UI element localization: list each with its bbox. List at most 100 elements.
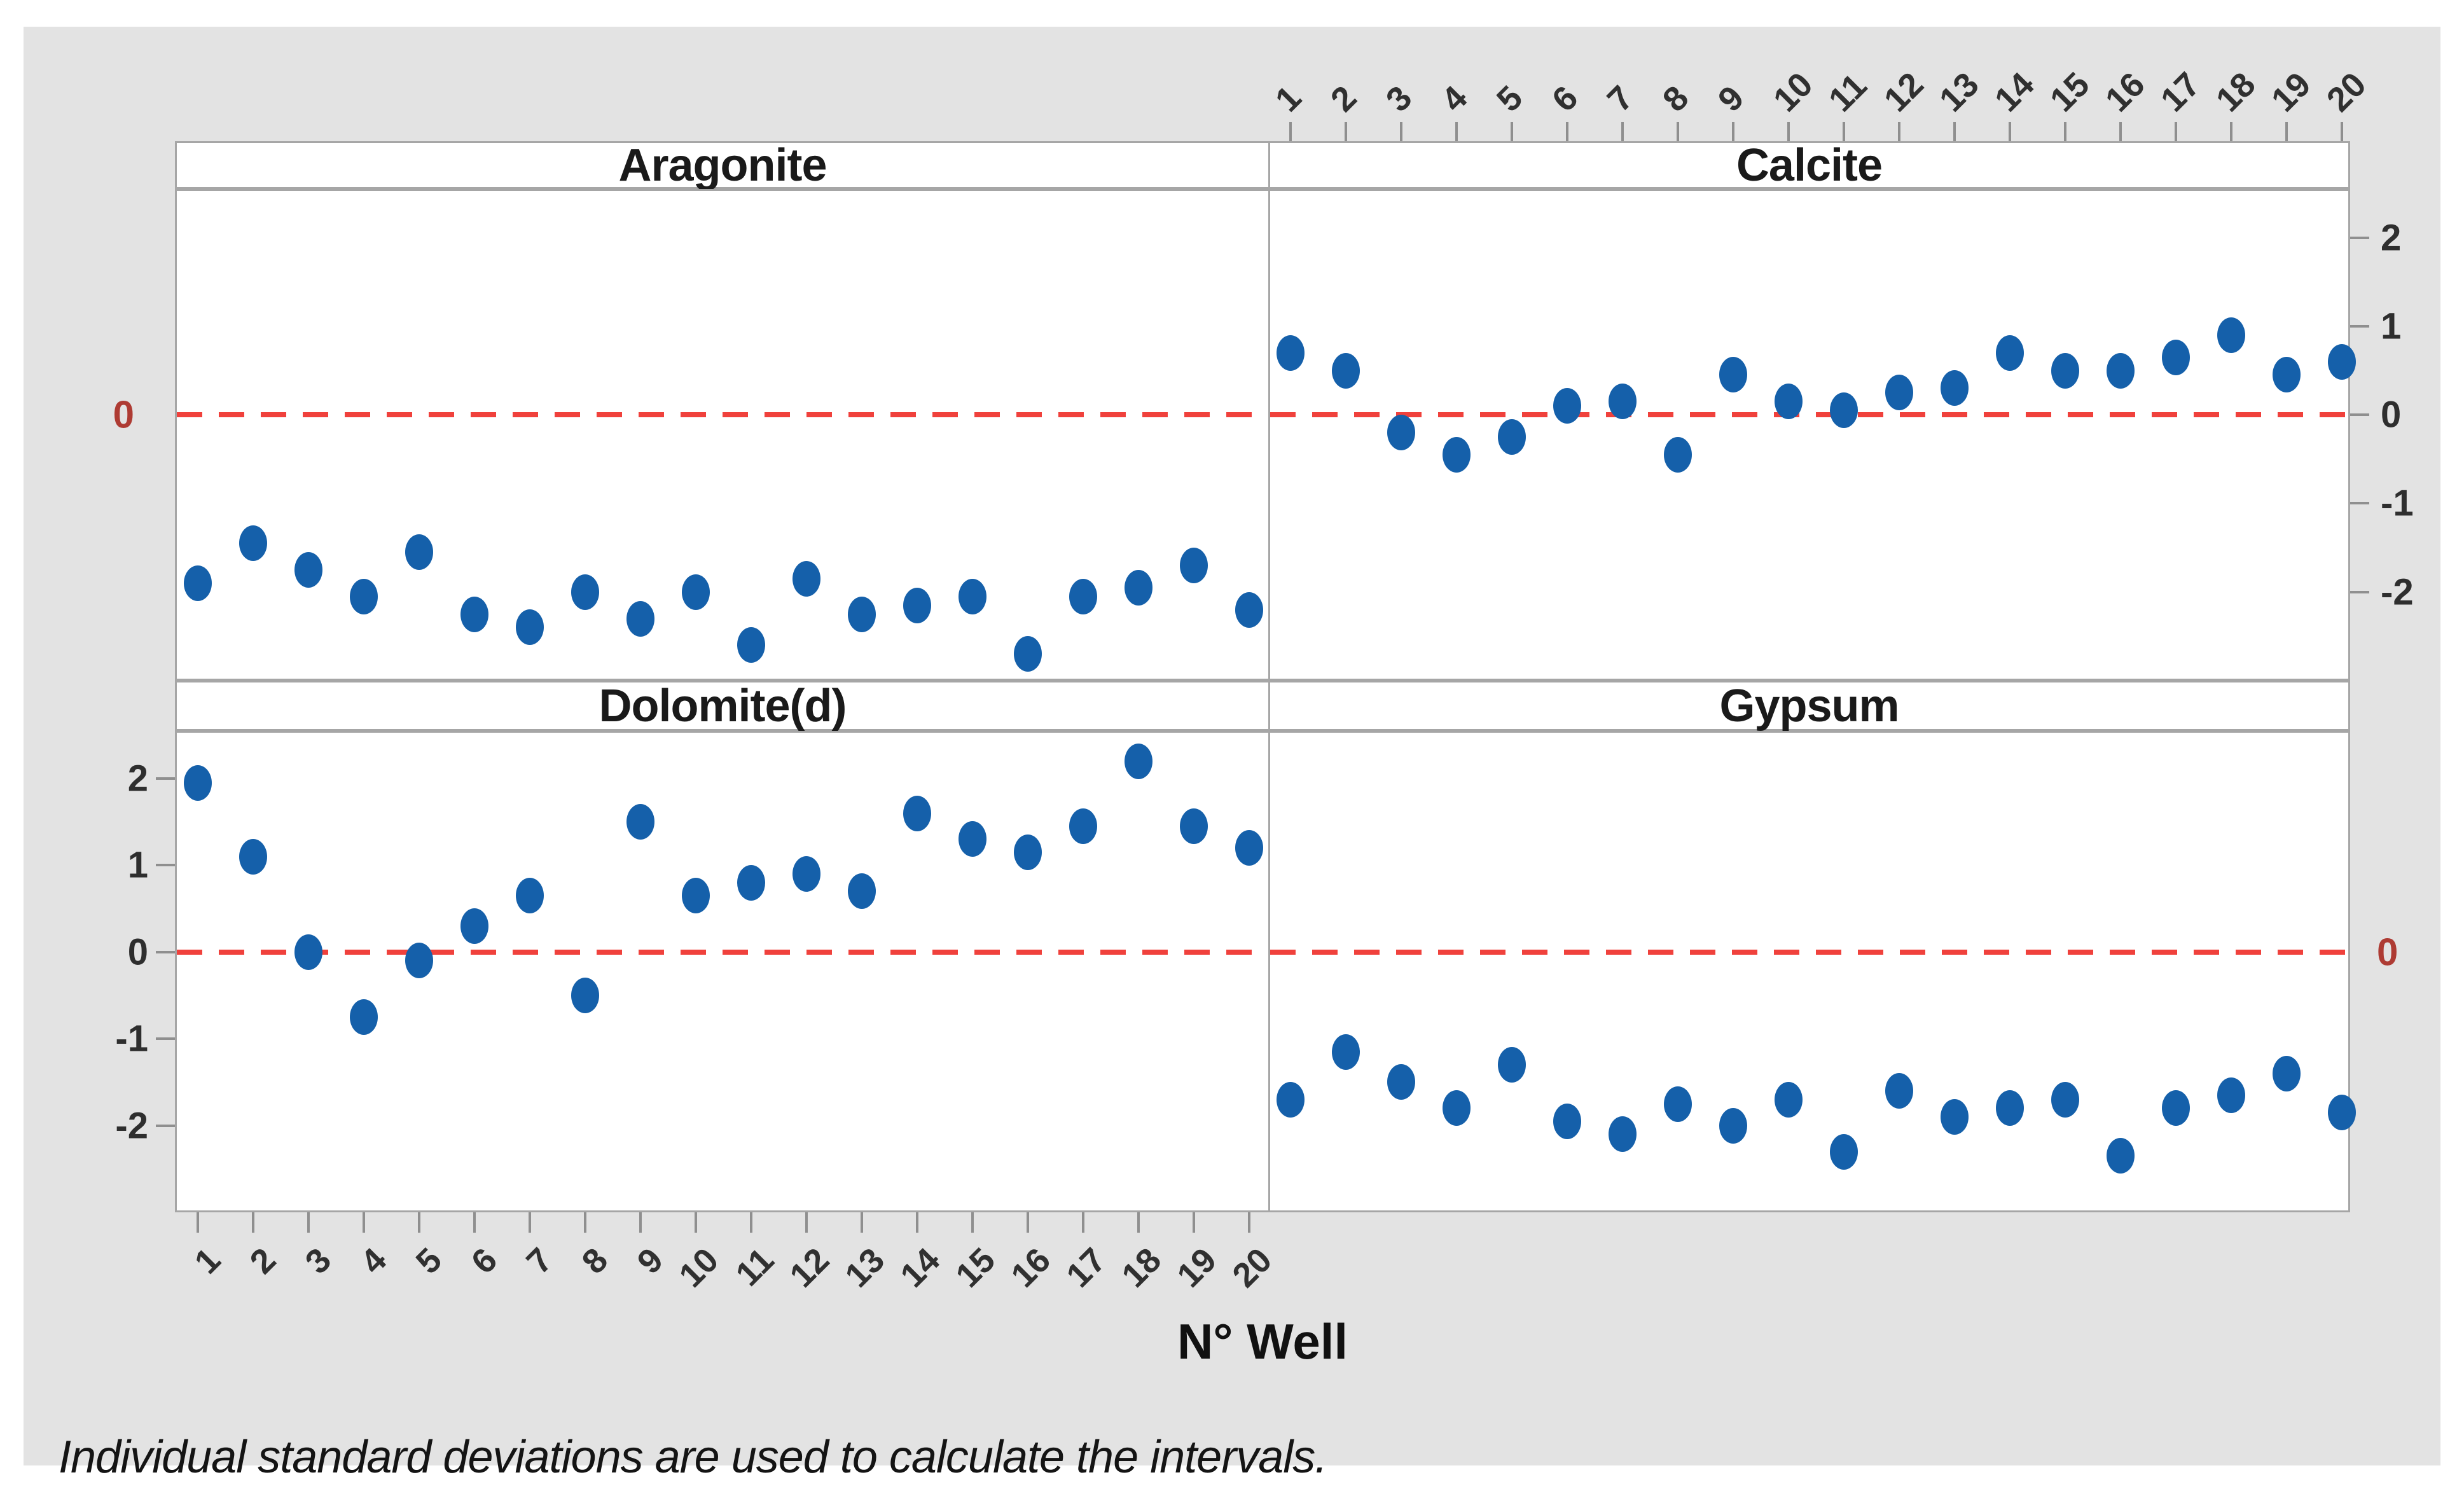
y-axis-right-tick	[2350, 502, 2369, 505]
data-point	[1609, 384, 1637, 420]
data-point	[792, 560, 820, 597]
data-point	[2107, 1138, 2135, 1174]
x-axis-bottom-tick	[1137, 1212, 1140, 1233]
data-point	[460, 908, 488, 944]
data-point	[1014, 834, 1042, 870]
x-axis-bottom-tick	[473, 1212, 476, 1233]
data-point	[959, 821, 986, 857]
reference-line	[177, 412, 1268, 418]
y-axis-right-tick-label: -1	[2381, 482, 2414, 525]
data-point	[1719, 357, 1747, 393]
data-point	[1235, 830, 1263, 866]
data-point	[2328, 1095, 2356, 1131]
y-axis-right-tick-label: 2	[2381, 216, 2401, 259]
x-axis-bottom-tick	[418, 1212, 420, 1233]
x-axis-bottom-tick-label-text: 5	[408, 1240, 450, 1282]
data-point	[959, 578, 986, 614]
x-axis-top-tick-label-text: 5	[1489, 78, 1530, 120]
x-axis-top-tick-label-text: 9	[1710, 78, 1752, 120]
x-axis-top-tick	[2064, 122, 2066, 141]
data-point	[1609, 1116, 1637, 1153]
x-axis-top-tick-label-text: 2	[1323, 78, 1364, 120]
data-point	[626, 804, 654, 840]
x-axis-bottom-tick-label-text: 10	[672, 1240, 726, 1295]
x-axis-top-tick-label-text: 10	[1766, 65, 1820, 120]
data-point	[1332, 352, 1360, 389]
data-point	[1498, 419, 1526, 455]
y-axis-right-tick	[2350, 413, 2369, 417]
panel-plot-calcite	[1268, 189, 2350, 681]
data-point	[1996, 335, 2024, 371]
x-axis-bottom-tick-label-text: 4	[353, 1240, 394, 1282]
x-axis-top-tick	[2175, 122, 2177, 141]
x-axis-bottom-tick-label-text: 6	[464, 1240, 505, 1282]
x-axis-top-tick-label-text: 12	[1876, 65, 1931, 120]
x-axis-top-tick	[2285, 122, 2288, 141]
x-axis-top-tick-label-text: 18	[2208, 65, 2263, 120]
x-axis-bottom-tick	[695, 1212, 697, 1233]
data-point	[903, 587, 931, 623]
x-axis-bottom-tick	[584, 1212, 586, 1233]
x-axis-top-tick-label-text: 8	[1655, 78, 1696, 120]
y-axis-right-tick-label-text: -1	[2381, 482, 2414, 524]
data-point	[571, 574, 599, 610]
y-axis-right-tick-label-text: 0	[2381, 394, 2402, 436]
data-point	[1332, 1034, 1360, 1070]
panel-title-aragonite: Aragonite	[618, 139, 827, 191]
data-point	[2162, 1090, 2190, 1126]
reference-line-label-right: 0	[2377, 931, 2398, 974]
x-axis-bottom-tick-label-text: 20	[1225, 1240, 1280, 1295]
data-point	[1775, 384, 1803, 420]
y-axis-left-tick	[156, 1124, 175, 1127]
data-point	[2217, 317, 2245, 353]
data-point	[239, 525, 267, 562]
data-point	[239, 838, 267, 875]
data-point	[1830, 392, 1858, 429]
data-point	[184, 565, 212, 601]
reference-line-label-left: 0	[113, 393, 134, 436]
y-axis-right-tick-label-text: 2	[2381, 217, 2402, 259]
x-axis-top-tick	[1953, 122, 1956, 141]
data-point	[737, 627, 765, 663]
panel-title-gypsum: Gypsum	[1719, 680, 1899, 731]
x-axis-top-tick	[1843, 122, 1845, 141]
data-point	[1830, 1133, 1858, 1170]
x-axis-bottom-tick-label-text: 3	[298, 1240, 339, 1282]
x-axis-top-tick	[1511, 122, 1513, 141]
data-point	[1277, 1081, 1305, 1118]
data-point	[1553, 1103, 1581, 1139]
data-point	[516, 878, 544, 914]
reference-line	[1270, 412, 2348, 418]
y-axis-right-tick	[2350, 324, 2369, 328]
data-point	[1069, 808, 1097, 845]
x-axis-bottom-tick	[363, 1212, 365, 1233]
data-point	[2328, 343, 2356, 380]
y-axis-right-tick-label: 0	[2381, 394, 2401, 436]
data-point	[1277, 335, 1305, 371]
data-point	[405, 534, 433, 571]
x-axis-top-tick	[2341, 122, 2343, 141]
data-point	[1553, 388, 1581, 424]
y-axis-left-tick	[156, 864, 175, 867]
data-point	[1885, 375, 1913, 411]
panel-strip-aragonite: Aragonite	[175, 139, 1270, 191]
x-axis-top-tick-label-text: 6	[1544, 78, 1586, 120]
x-axis-top-tick	[1345, 122, 1347, 141]
x-axis-bottom-tick-label-text: 13	[838, 1240, 892, 1295]
y-axis-left-tick-label: -2	[62, 1104, 148, 1147]
x-axis-top-tick	[1289, 122, 1292, 141]
x-axis-bottom-tick-label-text: 14	[893, 1240, 948, 1295]
data-point	[682, 574, 710, 610]
data-point	[1996, 1090, 2024, 1126]
x-axis-bottom-tick-label-text: 16	[1004, 1240, 1058, 1295]
data-point	[1775, 1081, 1803, 1118]
panel-plot-aragonite	[175, 189, 1270, 681]
y-axis-left-tick-label: 2	[62, 758, 148, 800]
data-point	[571, 978, 599, 1013]
data-point	[1443, 436, 1471, 473]
data-point	[1180, 547, 1208, 583]
x-axis-bottom-tick	[1193, 1212, 1195, 1233]
x-axis-bottom-tick	[529, 1212, 531, 1233]
x-axis-bottom-tick	[307, 1212, 310, 1233]
y-axis-left-tick	[156, 777, 175, 780]
